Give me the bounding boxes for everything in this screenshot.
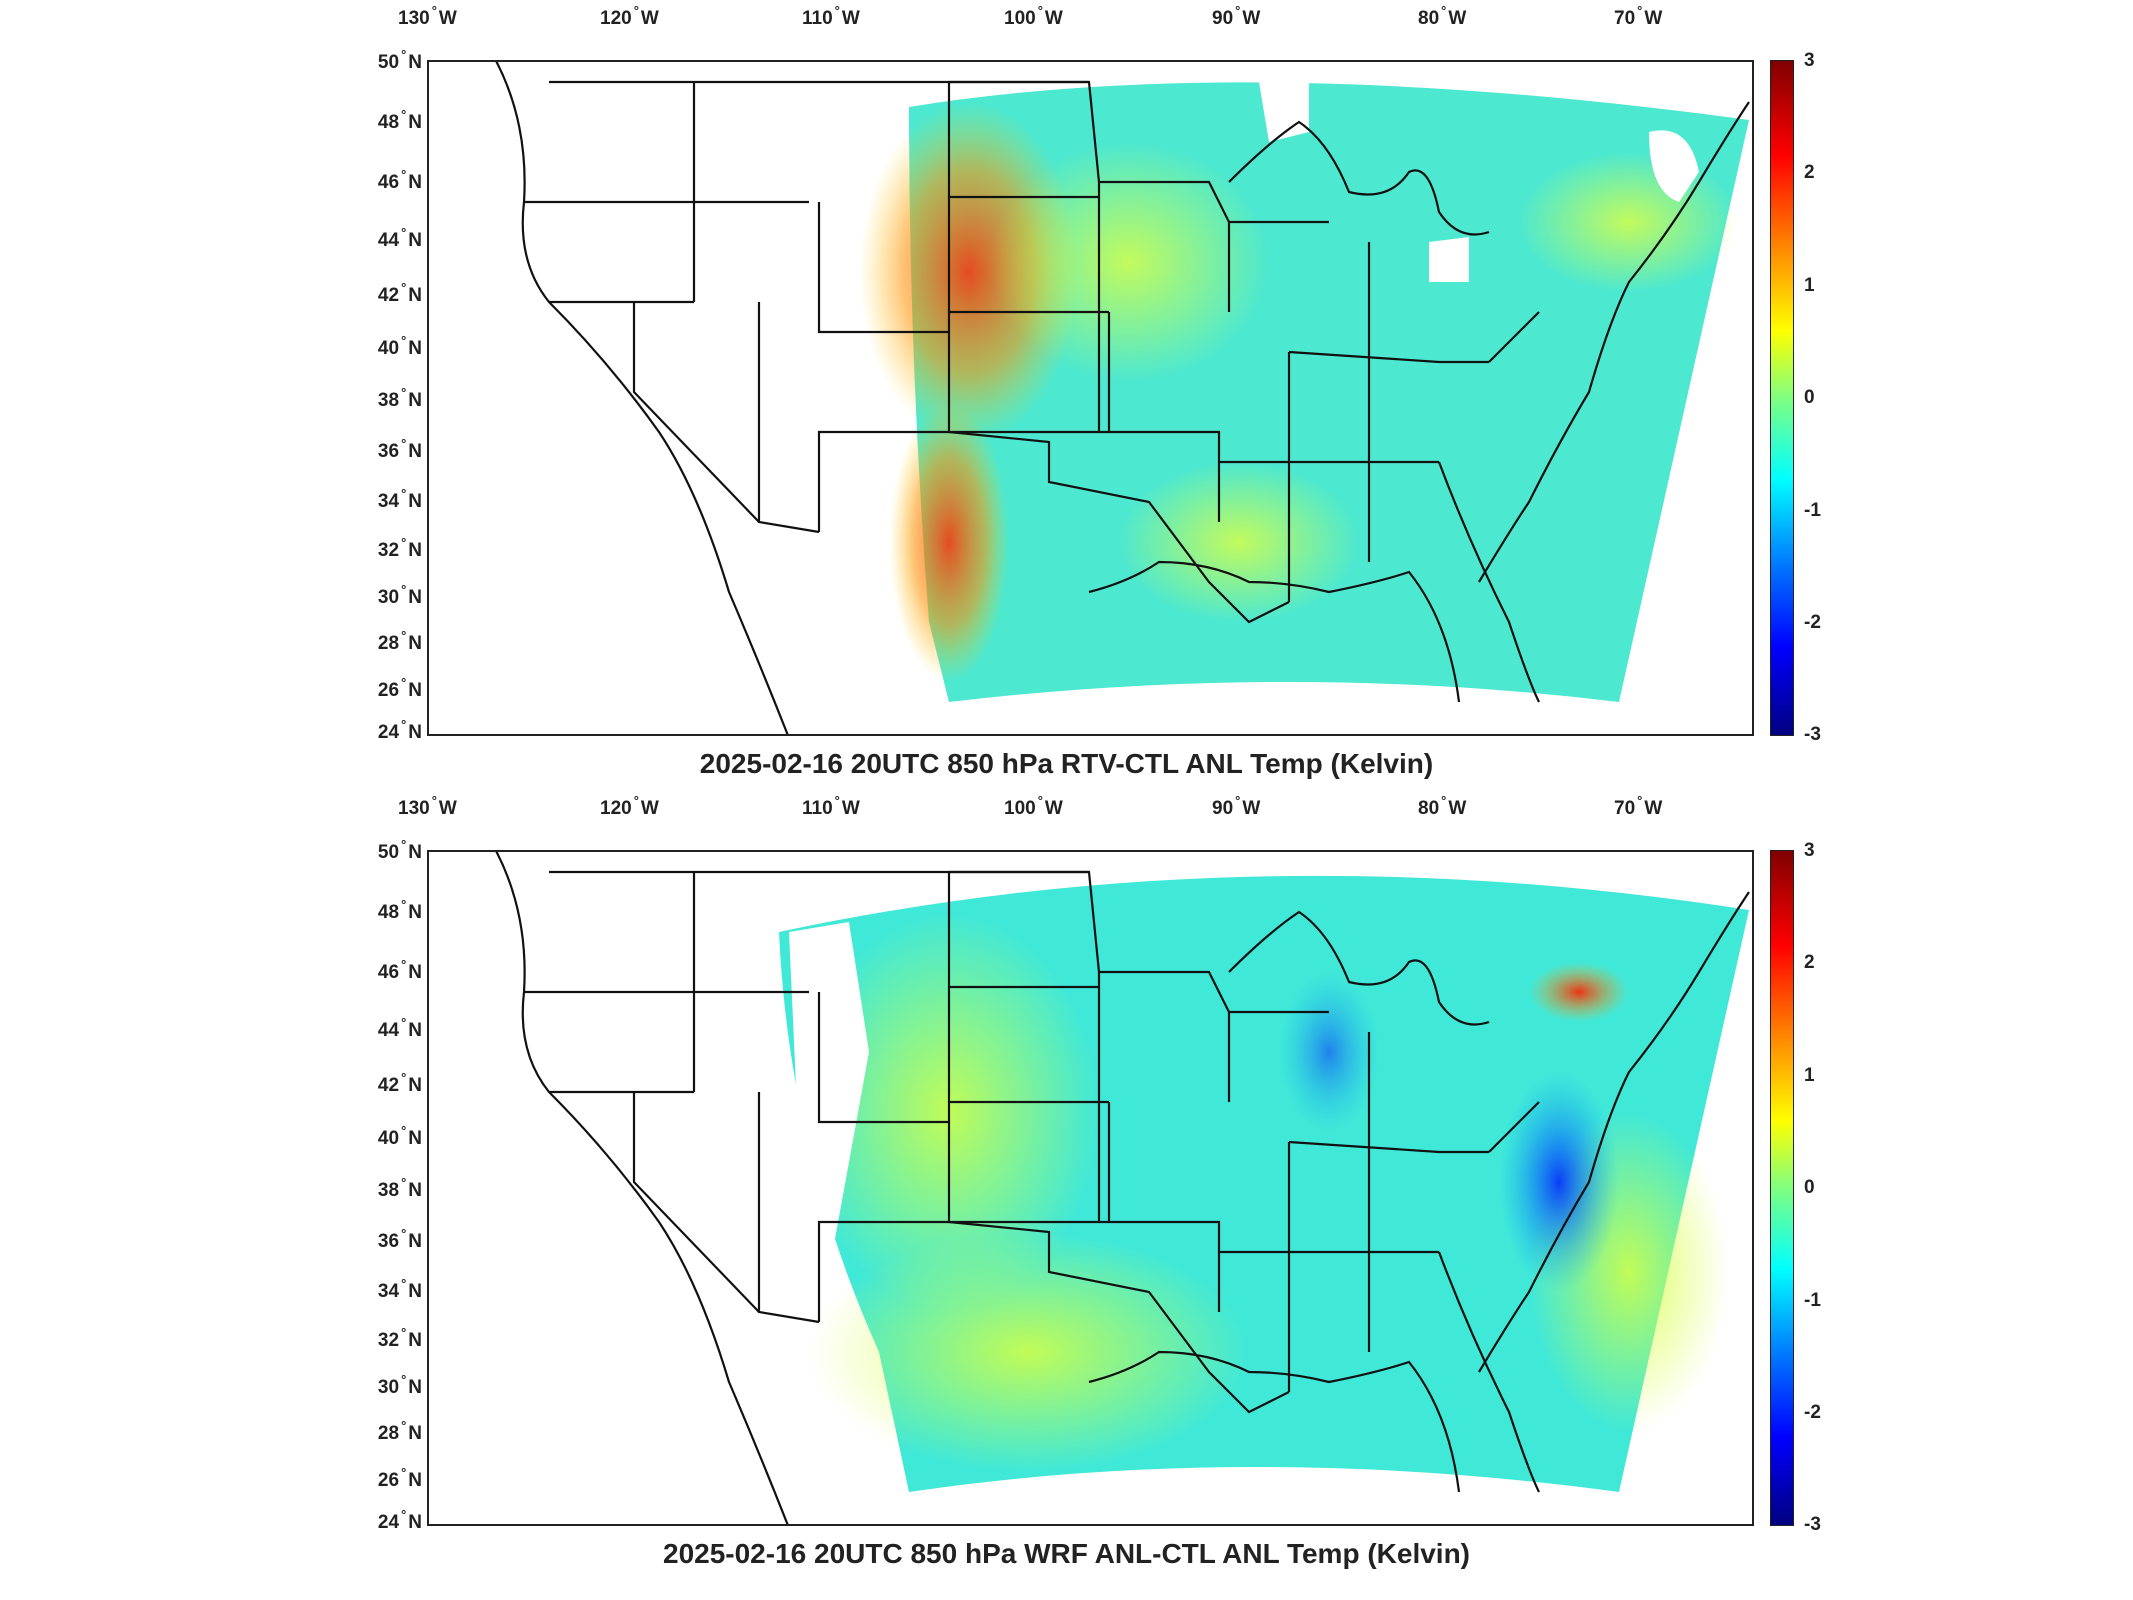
lat-label: 26 ° N — [377, 675, 422, 701]
yellow-anomaly-region — [989, 142, 1269, 382]
lat-label: 30 ° N — [377, 1372, 422, 1398]
colorbar-tick: 2 — [1804, 952, 1815, 973]
cold-anomaly-region — [1279, 972, 1379, 1132]
missing-data-patch — [1649, 130, 1699, 202]
lon-label: 110 ° W — [802, 3, 860, 29]
colorbar-tick: -2 — [1804, 1402, 1821, 1423]
yellow-anomaly-region — [809, 1232, 1249, 1472]
map-plot-area — [427, 850, 1754, 1526]
coastline — [1088, 891, 1750, 1493]
lat-label: 46 ° N — [377, 167, 422, 193]
lat-label: 50 ° N — [377, 837, 422, 863]
lon-label: 120 ° W — [600, 3, 659, 29]
panel-title: 2025-02-16 20UTC 850 hPa RTV-CTL ANL Tem… — [699, 748, 1434, 779]
lat-label: 42 ° N — [377, 1070, 422, 1096]
lon-label: 100 ° W — [1004, 793, 1063, 819]
lat-label: 40 ° N — [377, 333, 422, 359]
lat-label: 34 ° N — [377, 486, 422, 512]
colorbar — [1770, 60, 1794, 736]
lat-label: 36 ° N — [377, 1226, 422, 1252]
us-map-canvas — [495, 62, 1750, 734]
lon-label: 80 ° W — [1418, 3, 1467, 29]
lat-label: 24 ° N — [377, 717, 422, 743]
us-map-canvas — [495, 852, 1750, 1524]
map-plot-area — [427, 60, 1754, 736]
lat-label: 28 ° N — [377, 628, 422, 654]
lat-label: 40 ° N — [377, 1123, 422, 1149]
lat-label: 38 ° N — [377, 1175, 422, 1201]
lon-label: 100 ° W — [1004, 3, 1063, 29]
lat-label: 44 ° N — [377, 1015, 422, 1041]
lon-label: 120 ° W — [600, 793, 659, 819]
lat-label: 44 ° N — [377, 225, 422, 251]
colorbar-tick: -3 — [1804, 1514, 1821, 1535]
missing-data-patch — [1259, 80, 1309, 142]
lon-label: 130 ° W — [398, 3, 457, 29]
lat-label: 32 ° N — [377, 1325, 422, 1351]
lat-label: 48 ° N — [377, 107, 422, 133]
state-borders — [495, 62, 1540, 734]
lat-label: 50 ° N — [377, 47, 422, 73]
lat-label: 26 ° N — [377, 1465, 422, 1491]
missing-data-patch — [1429, 237, 1469, 282]
yellow-anomaly-region — [1519, 152, 1739, 292]
lon-label: 130 ° W — [398, 793, 457, 819]
warm-anomaly-region — [889, 402, 1009, 682]
coastline — [1088, 101, 1750, 703]
colorbar-tick: 0 — [1804, 1177, 1815, 1198]
colorbar-tick: 3 — [1804, 50, 1815, 71]
lat-label: 48 ° N — [377, 897, 422, 923]
colorbar-tick: -1 — [1804, 1290, 1821, 1311]
lat-label: 24 ° N — [377, 1507, 422, 1533]
lon-label: 90 ° W — [1212, 793, 1261, 819]
lon-label: 90 ° W — [1212, 3, 1261, 29]
lon-label: 70 ° W — [1614, 793, 1663, 819]
lat-label: 34 ° N — [377, 1276, 422, 1302]
colorbar-tick: -1 — [1804, 500, 1821, 521]
colorbar-tick: 3 — [1804, 840, 1815, 861]
cold-anomaly-region — [1499, 1072, 1619, 1292]
yellow-anomaly-region — [1119, 462, 1359, 622]
colorbar-tick: 1 — [1804, 275, 1815, 296]
colorbar — [1770, 850, 1794, 1526]
lat-label: 38 ° N — [377, 385, 422, 411]
lon-label: 80 ° W — [1418, 793, 1467, 819]
missing-data-patch — [789, 922, 869, 1272]
state-borders — [495, 852, 1540, 1524]
lat-label: 46 ° N — [377, 957, 422, 983]
lat-label: 42 ° N — [377, 280, 422, 306]
warm-anomaly-region — [1529, 962, 1629, 1022]
lon-label: 110 ° W — [802, 793, 860, 819]
lon-label: 70 ° W — [1614, 3, 1663, 29]
lat-label: 36 ° N — [377, 436, 422, 462]
lat-label: 30 ° N — [377, 582, 422, 608]
lat-label: 28 ° N — [377, 1418, 422, 1444]
colorbar-tick: -2 — [1804, 612, 1821, 633]
colorbar-tick: 0 — [1804, 387, 1815, 408]
colorbar-tick: 2 — [1804, 162, 1815, 183]
panel-title: 2025-02-16 20UTC 850 hPa WRF ANL-CTL ANL… — [663, 1538, 1470, 1569]
lat-label: 32 ° N — [377, 535, 422, 561]
colorbar-tick: 1 — [1804, 1065, 1815, 1086]
colorbar-tick: -3 — [1804, 724, 1821, 745]
